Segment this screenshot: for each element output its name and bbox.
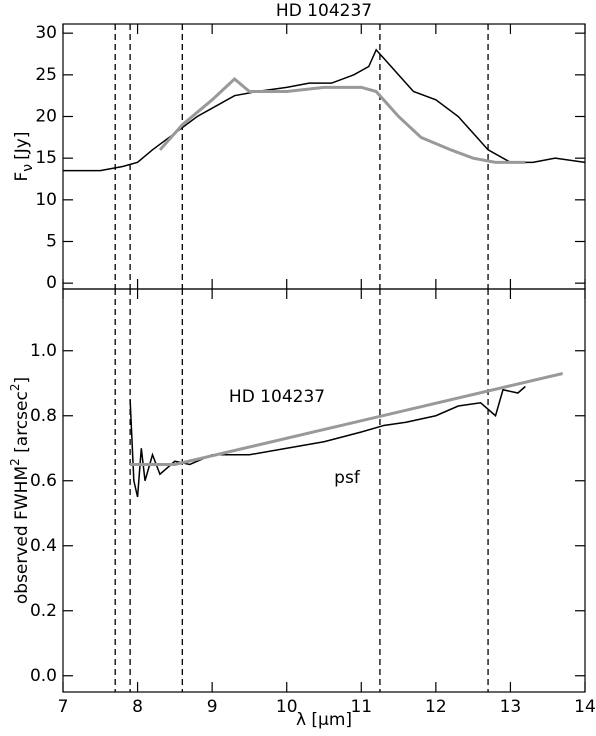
y-label-sub: ν	[20, 164, 36, 172]
x-axis-label: λ [μm]	[296, 710, 352, 730]
y-tick-label: 25	[35, 65, 57, 85]
y-tick-label: 0.8	[30, 406, 57, 426]
y-label-part: [arcsec	[12, 391, 32, 458]
x-tick-label: 7	[58, 697, 69, 717]
y-label-main: F	[12, 172, 32, 182]
y-label-part: 2	[8, 384, 22, 392]
x-tick-label: 14	[574, 697, 596, 717]
y-label-part: 2	[8, 458, 22, 466]
x-tick-label: 9	[207, 697, 218, 717]
y-tick-label: 10	[35, 190, 57, 210]
y-tick-label: 30	[35, 23, 57, 43]
y-label-unit: [Jy]	[12, 132, 32, 160]
x-tick-label: 11	[350, 697, 372, 717]
y-tick-label: 0	[46, 273, 57, 293]
plot-frame	[62, 288, 586, 693]
chart-title: HD 104237	[276, 1, 372, 21]
y-tick-label: 1.0	[30, 341, 57, 361]
series-line	[63, 48, 586, 172]
annotation: psf	[334, 468, 361, 488]
x-tick-label: 13	[500, 697, 522, 717]
x-tick-label: 8	[132, 697, 143, 717]
series-line	[130, 372, 563, 466]
plot-frame	[62, 23, 586, 290]
y-tick-label: 20	[35, 107, 57, 127]
y-label-part: ]	[12, 377, 32, 384]
y-tick-label: 0.2	[30, 601, 57, 621]
y-axis-label: Fν [Jy]	[12, 132, 36, 182]
y-tick-label: 0.4	[30, 536, 57, 556]
y-tick-label: 15	[35, 148, 57, 168]
series-line	[129, 385, 526, 498]
annotation: HD 104237	[229, 387, 325, 407]
y-axis-label: observed FWHM2 [arcsec2]	[8, 377, 33, 604]
y-tick-label: 0.0	[30, 666, 57, 686]
series-line	[158, 76, 526, 164]
y-tick-label: 0.6	[30, 471, 57, 491]
x-tick-label: 12	[425, 697, 447, 717]
x-tick-label: 10	[276, 697, 298, 717]
y-tick-label: 5	[46, 232, 57, 252]
y-label-part: observed FWHM	[12, 466, 32, 604]
